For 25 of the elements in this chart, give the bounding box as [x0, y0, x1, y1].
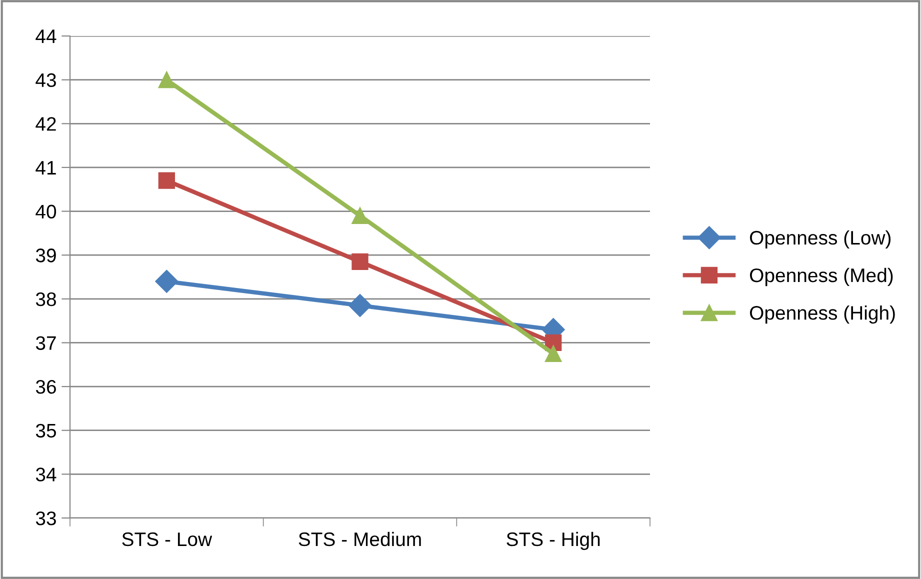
y-tick-label: 42 — [36, 117, 56, 131]
y-tick-label: 43 — [36, 73, 56, 88]
legend-label: Openness (Med) — [750, 268, 893, 286]
y-tick-label: 44 — [36, 30, 56, 44]
point — [352, 207, 368, 224]
legend-label: Openness (Low) — [750, 230, 891, 248]
y-tick-label: 35 — [36, 424, 56, 438]
y-tick-label: 37 — [36, 336, 56, 350]
y-tick-label: 41 — [36, 161, 56, 174]
y-tick-label: 36 — [36, 380, 56, 394]
legend-label: Openness (High) — [750, 306, 895, 324]
point — [545, 345, 562, 362]
point — [158, 172, 175, 189]
point — [155, 270, 178, 293]
y-tick-label: 33 — [36, 511, 56, 526]
y-tick-label: 38 — [36, 292, 56, 306]
x-tick-label: STS - Medium — [298, 532, 421, 546]
point — [352, 253, 368, 270]
y-tick-label: 34 — [36, 468, 56, 482]
point — [348, 294, 372, 317]
y-tick-label: 40 — [36, 204, 56, 219]
y-tick-label: 39 — [36, 248, 56, 262]
x-tick-label: STS - Low — [122, 532, 212, 546]
point — [158, 71, 175, 88]
x-tick-label: STS - High — [506, 532, 600, 550]
